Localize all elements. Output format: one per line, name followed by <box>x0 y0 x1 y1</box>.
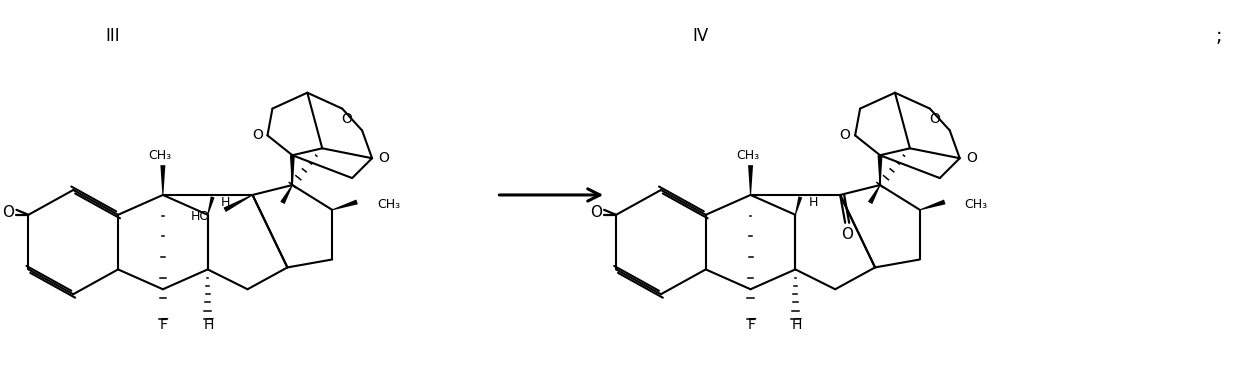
Text: HO: HO <box>191 210 210 223</box>
Polygon shape <box>290 155 295 185</box>
Text: O: O <box>590 205 603 220</box>
Text: CH₃: CH₃ <box>965 198 988 211</box>
Text: CH₃: CH₃ <box>149 149 171 162</box>
Text: CH₃: CH₃ <box>377 198 401 211</box>
Polygon shape <box>332 200 358 210</box>
Text: H̅: H̅ <box>791 318 801 332</box>
Polygon shape <box>207 196 215 215</box>
Text: O: O <box>252 128 263 143</box>
Polygon shape <box>878 155 883 185</box>
Polygon shape <box>920 200 946 210</box>
Text: H: H <box>221 196 231 210</box>
Text: O: O <box>839 128 851 143</box>
Text: O: O <box>342 111 352 125</box>
Text: H̅: H̅ <box>203 318 213 332</box>
Text: F̅: F̅ <box>748 318 755 332</box>
Text: F̅: F̅ <box>160 318 167 332</box>
Polygon shape <box>795 196 802 215</box>
Text: IV: IV <box>693 27 709 45</box>
Text: O: O <box>841 227 853 242</box>
Text: III: III <box>105 27 120 45</box>
Polygon shape <box>868 185 880 204</box>
Polygon shape <box>280 185 293 204</box>
Text: O: O <box>966 151 977 165</box>
Text: CH₃: CH₃ <box>737 149 759 162</box>
Polygon shape <box>223 194 253 212</box>
Text: O: O <box>929 111 940 125</box>
Polygon shape <box>160 165 165 195</box>
Text: O: O <box>378 151 389 165</box>
Text: H: H <box>808 196 818 210</box>
Polygon shape <box>748 165 753 195</box>
Text: ;: ; <box>1215 27 1221 45</box>
Text: O: O <box>2 205 15 220</box>
